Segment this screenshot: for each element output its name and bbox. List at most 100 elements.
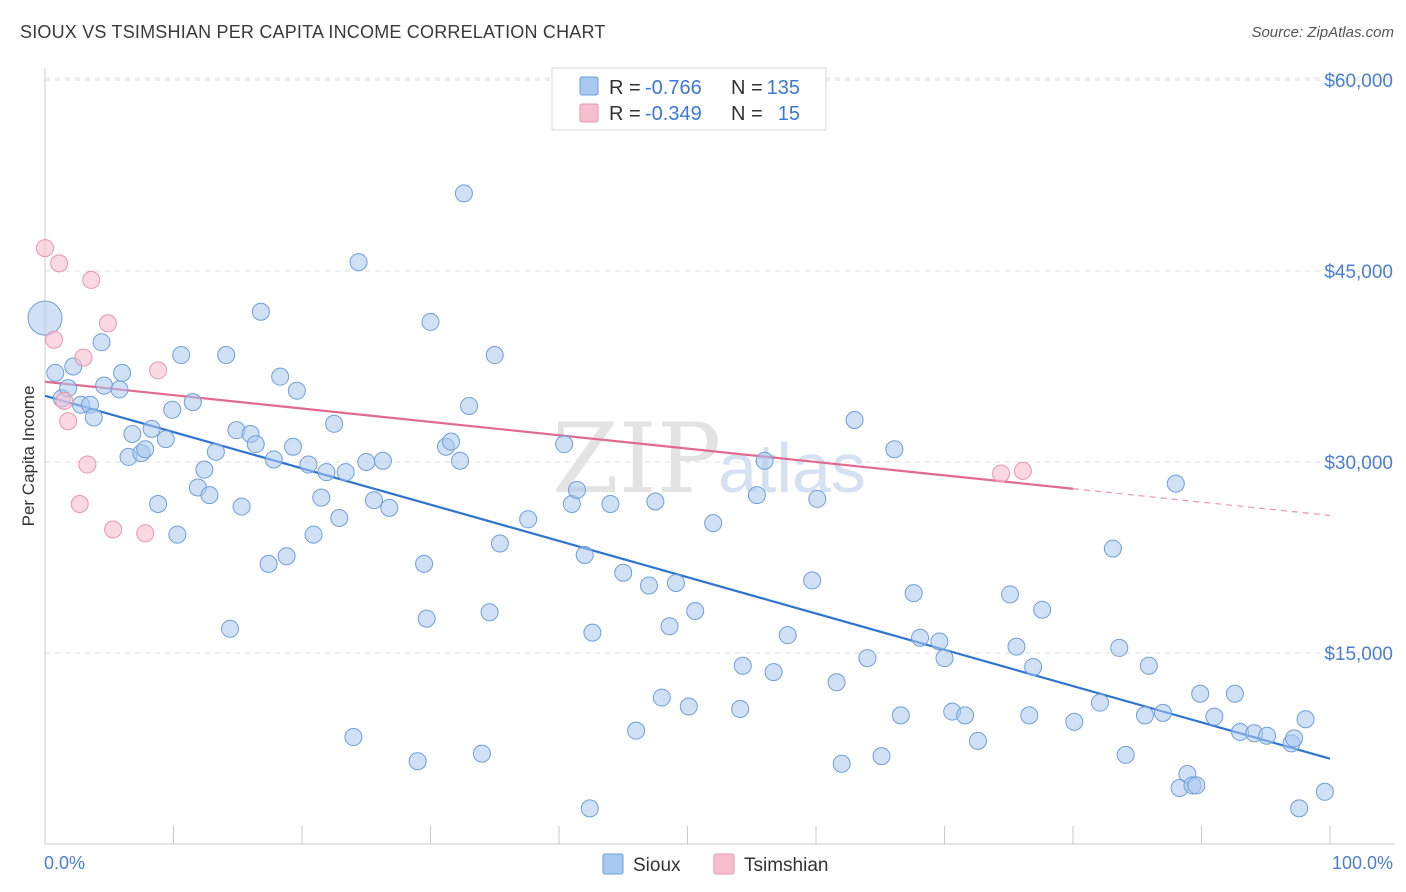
sioux-n-label: N = <box>731 77 763 99</box>
tsimshian-series-swatch <box>713 853 735 875</box>
y-axis-label: Per Capita Income <box>19 386 38 527</box>
sioux-point <box>614 563 633 582</box>
sioux-point <box>357 453 376 471</box>
trend-lines <box>44 380 1331 760</box>
sioux-point <box>1024 658 1043 677</box>
sioux-point <box>1290 799 1309 818</box>
tsimshian-point <box>82 270 101 289</box>
tsimshian-r-label: R = <box>609 103 641 125</box>
sioux-legend-swatch <box>579 76 599 96</box>
sioux-point <box>408 752 427 771</box>
sioux-point <box>451 451 470 470</box>
sioux-point <box>156 430 175 449</box>
sioux-point <box>1007 637 1026 656</box>
sioux-point <box>149 495 168 514</box>
sioux-point <box>206 442 225 461</box>
sioux-point <box>221 619 240 638</box>
sioux-point <box>136 440 155 459</box>
tsimshian-trend-line <box>44 380 1074 490</box>
sioux-point <box>251 302 270 321</box>
sioux-point <box>627 721 646 740</box>
sioux-point <box>123 424 142 443</box>
sioux-point <box>217 346 236 365</box>
sioux-point <box>930 632 949 651</box>
data-points <box>27 184 1334 818</box>
tsimshian-point <box>98 314 117 333</box>
source-label: Source: ZipAtlas.com <box>1251 24 1394 41</box>
sioux-point <box>1116 745 1135 764</box>
tsimshian-point <box>78 455 97 474</box>
sioux-point <box>872 747 891 766</box>
sioux-point <box>660 617 679 636</box>
sioux-point <box>666 573 685 592</box>
y-tick-label: $15,000 <box>1324 644 1393 665</box>
axes <box>44 68 1395 845</box>
sioux-point <box>373 451 392 470</box>
tsimshian-point <box>149 361 168 380</box>
tsimshian-point <box>50 254 69 273</box>
tsimshian-point <box>992 464 1011 483</box>
sioux-point <box>731 700 750 719</box>
sioux-point <box>935 649 954 668</box>
sioux-point <box>27 300 63 336</box>
sioux-point <box>259 554 278 573</box>
sioux-point <box>858 649 877 668</box>
sioux-point <box>325 414 344 433</box>
tsimshian-legend-swatch <box>579 103 599 123</box>
sioux-point <box>904 584 923 603</box>
sioux-n-value: 135 <box>767 77 800 99</box>
sioux-point <box>415 554 434 573</box>
sioux-point <box>1191 684 1210 703</box>
sioux-point <box>1135 706 1154 725</box>
sioux-point <box>485 346 504 365</box>
tsimshian-point <box>44 330 63 349</box>
sioux-point <box>172 346 191 365</box>
sioux-point <box>1258 726 1277 745</box>
sioux-point <box>891 706 910 725</box>
sioux-point <box>304 525 323 544</box>
sioux-point <box>555 435 574 454</box>
sioux-point <box>956 706 975 725</box>
sioux-point <box>1153 703 1172 722</box>
sioux-point <box>575 545 594 564</box>
sioux-point <box>195 460 214 479</box>
sioux-point <box>601 495 620 514</box>
tsimshian-trend-extension <box>1072 488 1331 517</box>
sioux-point <box>832 754 851 773</box>
sioux-point <box>1285 729 1304 748</box>
sioux-point <box>349 253 368 272</box>
sioux-r-label: R = <box>609 77 641 99</box>
sioux-point <box>380 498 399 517</box>
x-tick-label-start: 0.0% <box>44 853 85 873</box>
sioux-point <box>330 509 349 528</box>
sioux-point <box>1296 710 1315 729</box>
sioux-point <box>639 576 658 595</box>
sioux-point <box>472 744 491 763</box>
tsimshian-n-label: N = <box>731 103 763 125</box>
sioux-point <box>1139 656 1158 675</box>
grid-lines <box>45 77 1395 654</box>
tsimshian-point <box>74 348 93 367</box>
sioux-point <box>1020 706 1039 725</box>
sioux-point <box>1110 638 1129 657</box>
sioux-point <box>808 489 827 508</box>
sioux-point <box>421 312 440 331</box>
sioux-point <box>183 393 202 412</box>
sioux-point <box>652 688 671 707</box>
sioux-point <box>490 534 509 553</box>
sioux-point <box>885 440 904 459</box>
sioux-point <box>755 451 774 470</box>
sioux-point <box>580 799 599 818</box>
sioux-series-label: Sioux <box>633 855 681 876</box>
sioux-point <box>277 547 296 566</box>
sioux-point <box>163 400 182 419</box>
sioux-point <box>232 497 251 516</box>
sioux-point <box>460 396 479 415</box>
sioux-point <box>110 380 129 399</box>
sioux-point <box>911 628 930 647</box>
sioux-point <box>417 609 436 628</box>
sioux-point <box>299 455 318 474</box>
sioux-point <box>113 363 132 382</box>
tsimshian-point <box>55 391 74 410</box>
